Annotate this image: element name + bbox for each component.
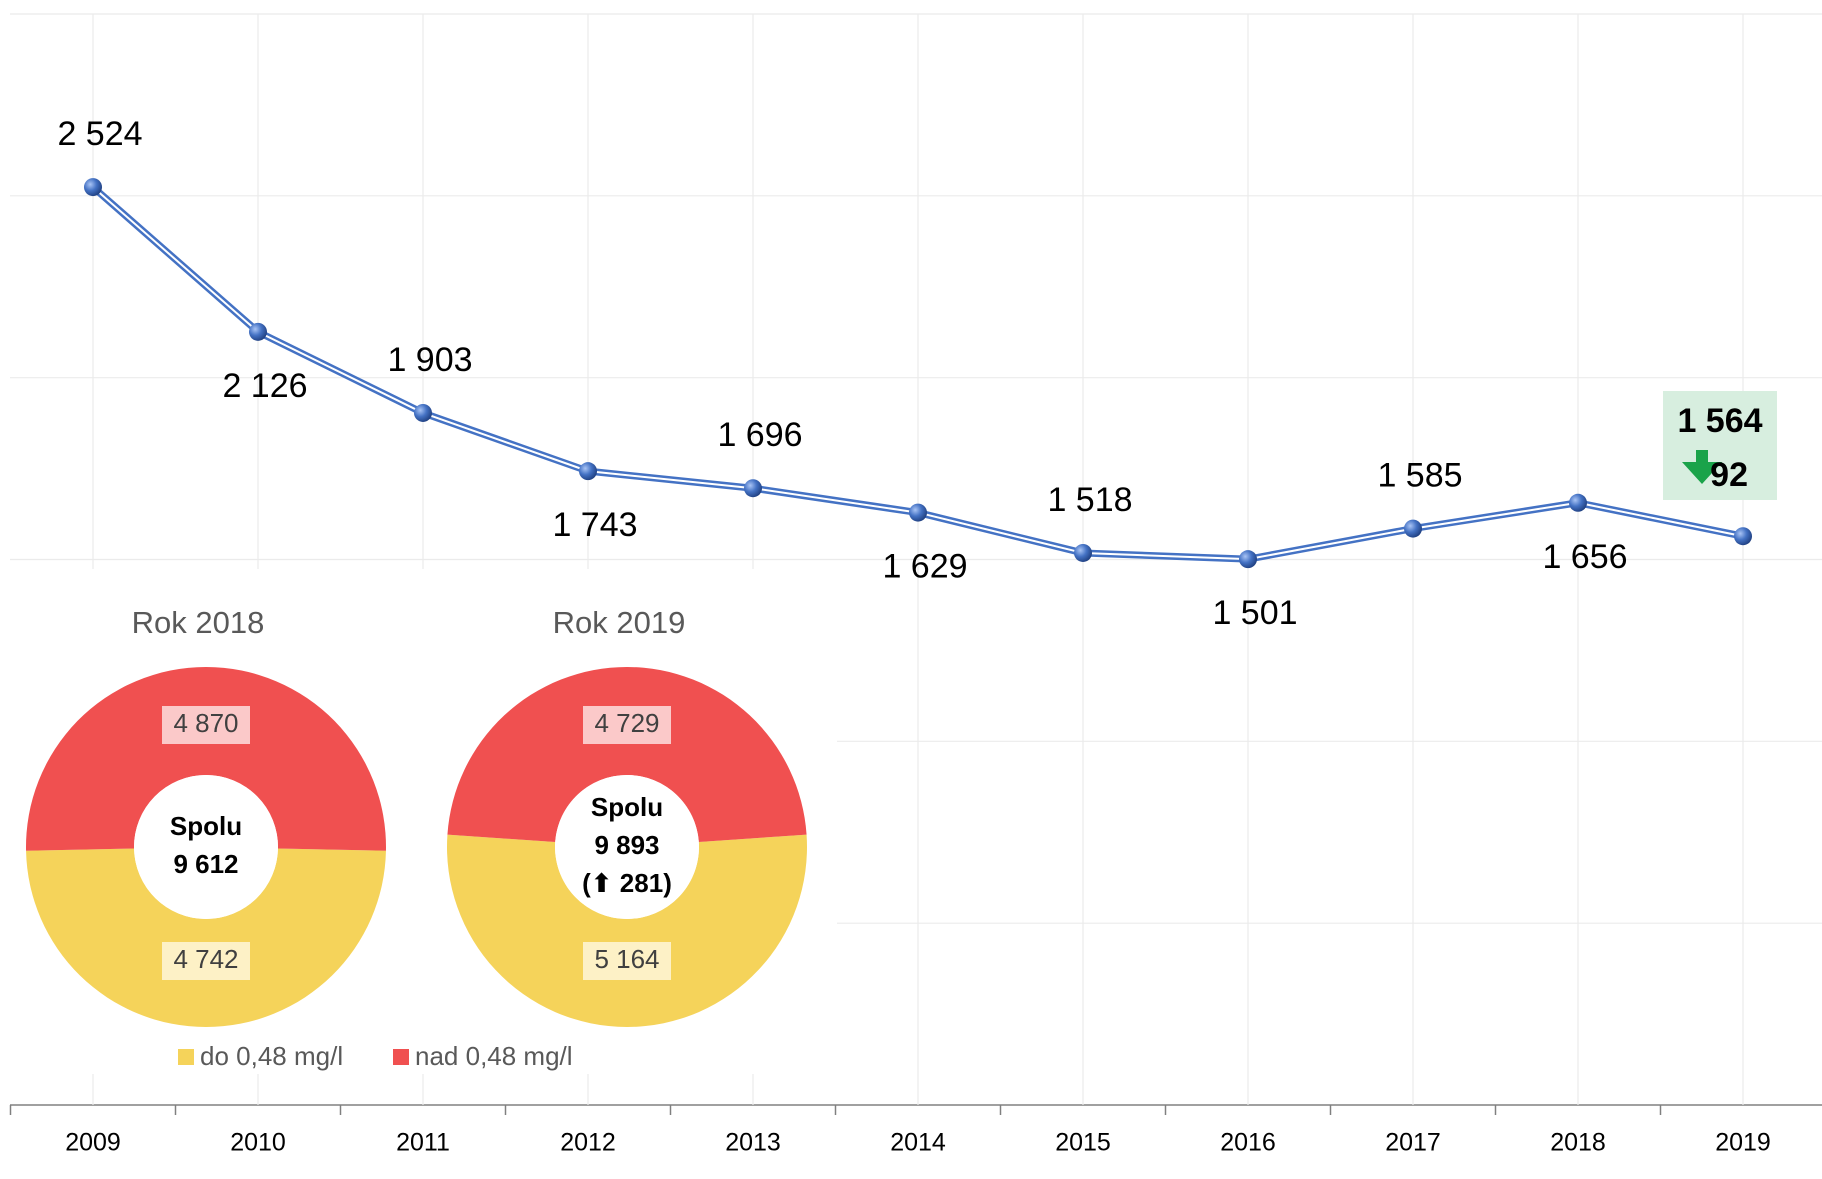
data-point bbox=[84, 178, 102, 197]
value-label-box bbox=[583, 942, 671, 980]
legend-marker bbox=[178, 1049, 194, 1065]
donut-slice bbox=[26, 667, 387, 851]
data-point bbox=[1239, 550, 1257, 569]
value-label-box bbox=[162, 942, 250, 980]
legend-label: nad 0,48 mg/l bbox=[415, 1041, 573, 1071]
value-label: 1 564 bbox=[1677, 402, 1762, 440]
value-label-box bbox=[583, 706, 671, 744]
value-label: 1 696 bbox=[717, 416, 802, 454]
value-label-box bbox=[162, 706, 250, 744]
x-tick-label: 2017 bbox=[1385, 1129, 1441, 1157]
legend-marker bbox=[393, 1049, 409, 1065]
data-point bbox=[579, 462, 597, 481]
donut-title: Rok 2019 bbox=[553, 605, 686, 640]
donut-slice bbox=[26, 848, 386, 1028]
donut-center-text: 9 893 bbox=[594, 830, 659, 860]
x-tick-label: 2012 bbox=[560, 1129, 616, 1157]
donut-slice bbox=[447, 667, 807, 843]
value-label: 2 126 bbox=[222, 367, 307, 405]
x-tick-label: 2010 bbox=[230, 1129, 286, 1157]
value-label: 2 524 bbox=[57, 115, 142, 153]
x-tick-label: 2014 bbox=[890, 1129, 946, 1157]
value-label: 4 870 bbox=[173, 708, 238, 738]
donut-hole bbox=[134, 775, 278, 919]
value-label: 1 656 bbox=[1542, 538, 1627, 576]
value-label: 1 743 bbox=[552, 506, 637, 544]
donut-center-text: Spolu bbox=[591, 792, 663, 822]
value-label: 4 742 bbox=[173, 944, 238, 974]
donut-center-text: Spolu bbox=[170, 811, 242, 841]
data-point bbox=[249, 322, 267, 341]
donut-hole bbox=[555, 775, 699, 919]
x-tick-label: 2019 bbox=[1715, 1129, 1771, 1157]
data-point bbox=[414, 403, 432, 422]
x-tick-label: 2015 bbox=[1055, 1129, 1111, 1157]
x-tick-label: 2016 bbox=[1220, 1129, 1276, 1157]
annotation-change: 92 bbox=[1710, 456, 1748, 494]
data-point bbox=[1734, 527, 1752, 546]
annotation-box bbox=[1663, 391, 1777, 500]
value-label: 5 164 bbox=[594, 944, 659, 974]
data-point bbox=[909, 503, 927, 522]
value-label: 4 729 bbox=[594, 708, 659, 738]
data-point bbox=[744, 479, 762, 498]
x-tick-label: 2009 bbox=[65, 1129, 121, 1157]
donut-title: Rok 2018 bbox=[132, 605, 265, 640]
donut-center-text: (⬆ 281) bbox=[582, 868, 672, 898]
value-label: 1 629 bbox=[882, 548, 967, 586]
data-point bbox=[1074, 543, 1092, 562]
x-tick-label: 2011 bbox=[396, 1129, 450, 1157]
data-point bbox=[1404, 519, 1422, 538]
donut-center-text: 9 612 bbox=[173, 849, 238, 879]
value-label: 1 903 bbox=[387, 341, 472, 379]
value-label: 1 501 bbox=[1212, 594, 1297, 632]
x-tick-label: 2018 bbox=[1550, 1129, 1606, 1157]
value-label: 1 585 bbox=[1377, 457, 1462, 495]
legend-label: do 0,48 mg/l bbox=[200, 1041, 343, 1071]
donut-slice bbox=[446, 834, 807, 1028]
down-arrow-icon bbox=[1682, 450, 1722, 484]
x-tick-label: 2013 bbox=[725, 1129, 781, 1157]
data-point bbox=[1569, 493, 1587, 512]
value-label: 1 518 bbox=[1047, 481, 1132, 519]
